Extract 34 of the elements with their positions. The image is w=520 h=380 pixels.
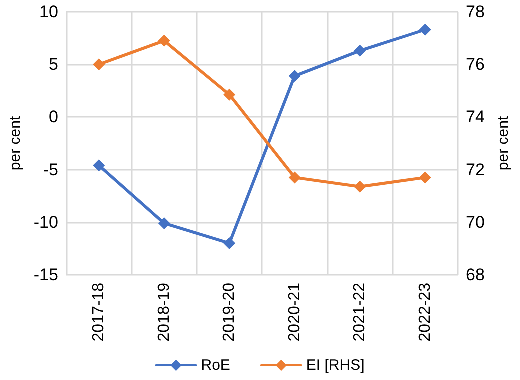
y2-axis-title: per cent [495,116,512,171]
point [93,58,106,71]
point [419,24,432,36]
point [288,70,301,82]
y2-tick-label: 76 [466,55,485,74]
point [354,180,366,193]
y-tick-label: -5 [43,160,58,180]
x-tick-label: 2017-18 [90,282,108,342]
point [158,34,170,47]
x-tick-label: 2022-23 [416,282,434,342]
y-tick-label: 5 [49,55,58,74]
x-tick-label: 2019-20 [221,282,238,342]
y-tick-label: -15 [34,266,58,284]
y-tick-label: 0 [49,108,58,127]
y2-tick-label: 72 [466,160,485,180]
point [224,237,236,250]
x-tick-label: 2021-22 [352,282,369,342]
y2-tick-label: 78 [466,2,485,22]
point [93,160,106,172]
y2-tick-label: 74 [466,108,485,127]
y-tick-label: -10 [34,212,58,232]
y2-tick-label: 70 [466,212,485,232]
point [288,172,301,184]
point [158,217,170,230]
legend-label: RoE [201,357,230,374]
point [419,172,432,184]
x-tick-label: 2020-21 [286,282,304,342]
point [354,44,366,57]
y-tick-label: 10 [40,2,58,22]
y-axis-title: per cent [7,116,24,171]
y2-tick-label: 68 [466,266,485,284]
x-tick-label: 2018-19 [156,282,173,342]
point [224,88,236,101]
legend-label: EI [RHS] [306,357,365,374]
